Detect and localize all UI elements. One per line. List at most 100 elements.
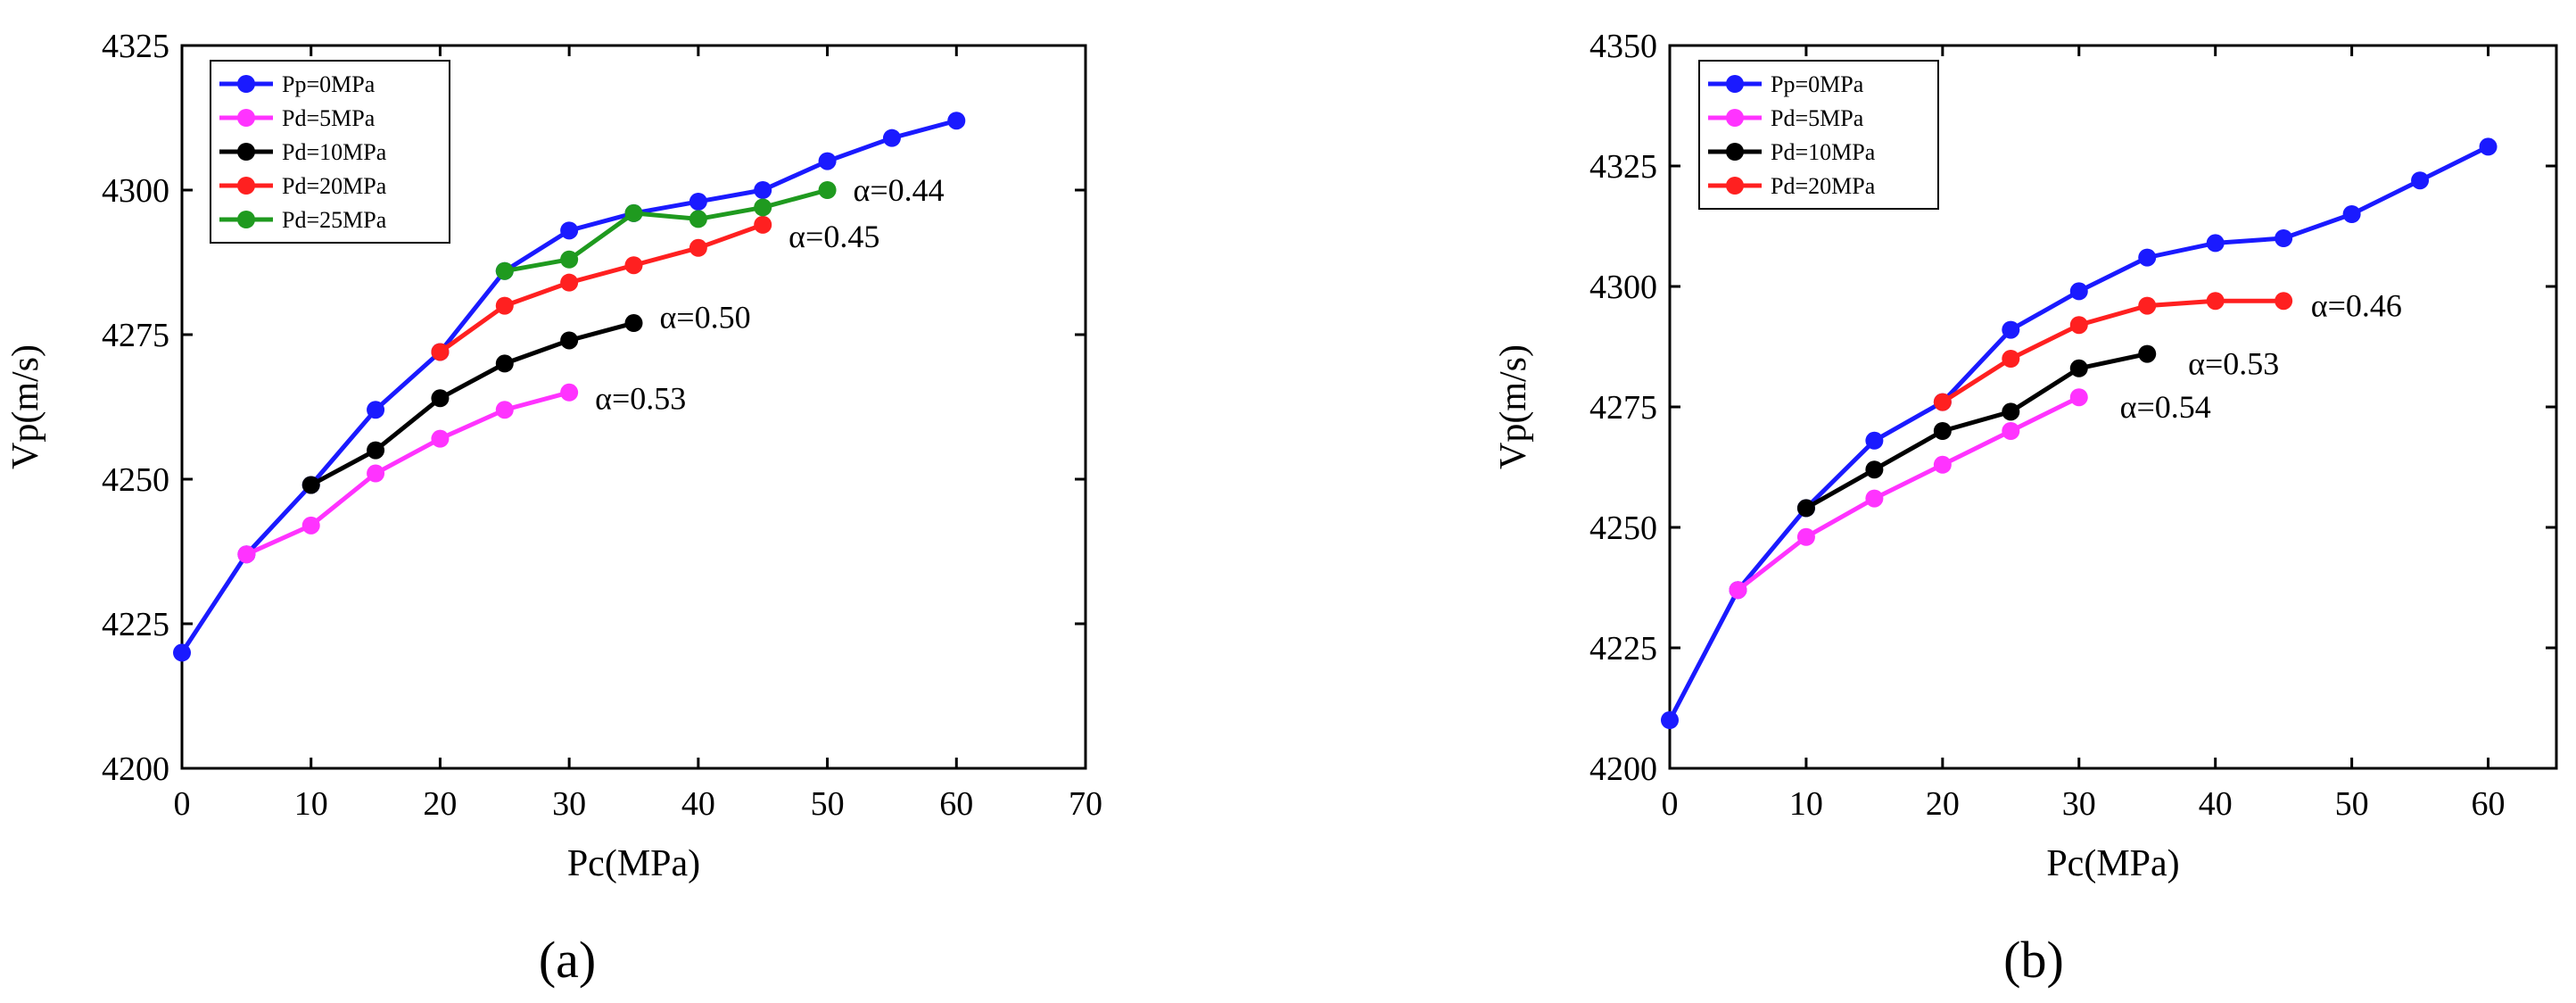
data-point	[560, 221, 579, 240]
x-tick-label: 50	[811, 785, 845, 823]
x-tick-label: 20	[1926, 785, 1960, 823]
data-point	[2002, 422, 2020, 440]
legend-marker	[1726, 75, 1744, 93]
legend-marker	[1726, 109, 1744, 127]
alpha-annotation: α=0.50	[659, 300, 750, 336]
data-point	[2275, 229, 2293, 247]
series-line	[245, 390, 570, 557]
x-tick-label: 70	[1069, 785, 1102, 823]
legend-marker	[237, 211, 255, 228]
x-tick-label: 50	[2335, 785, 2369, 823]
legend-label: Pd=10MPa	[282, 139, 387, 165]
data-point	[560, 331, 579, 350]
data-point	[367, 441, 385, 460]
y-tick-label: 4275	[1589, 389, 1657, 427]
y-tick-label: 4250	[1589, 510, 1657, 547]
alpha-annotation: α=0.45	[788, 219, 879, 254]
y-tick-label: 4200	[1589, 750, 1657, 788]
data-point	[301, 476, 320, 494]
x-tick-label: 30	[2062, 785, 2096, 823]
y-axis-title: Vp(m/s)	[5, 344, 46, 469]
legend-label: Pd=25MPa	[282, 207, 387, 233]
data-point	[2069, 282, 2088, 301]
plot-frame	[180, 44, 1087, 770]
data-point	[1865, 460, 1884, 479]
data-point	[754, 215, 772, 234]
data-point	[818, 181, 837, 199]
data-point	[1933, 455, 1952, 474]
chart-panel-b: 0 10 20 30 40 50 60 4200 4225 4250 4275 4300 4325 435…	[1493, 28, 2558, 989]
legend-label: Pd=10MPa	[1771, 139, 1876, 165]
data-point	[560, 273, 579, 292]
series-line	[1804, 352, 2148, 510]
x-tick-label: 30	[552, 785, 586, 823]
legend-marker	[237, 143, 255, 161]
y-tick-label: 4325	[1589, 148, 1657, 186]
alpha-annotation: α=0.44	[854, 172, 945, 208]
data-point	[624, 203, 643, 222]
data-point	[2411, 171, 2430, 190]
data-point	[2138, 344, 2157, 363]
data-point	[495, 401, 514, 419]
data-point	[2479, 137, 2498, 156]
legend-marker	[1726, 143, 1744, 161]
y-tick-label: 4350	[1589, 28, 1657, 65]
data-point	[431, 343, 450, 361]
x-axis-title: Pc(MPa)	[567, 843, 700, 884]
y-tick-label: 4325	[102, 28, 169, 65]
data-point	[689, 192, 707, 211]
data-point	[173, 643, 191, 662]
series-line	[1667, 145, 2489, 722]
data-point	[2002, 320, 2020, 339]
data-point	[1865, 431, 1884, 450]
x-tick-label: 10	[294, 785, 328, 823]
data-point	[2069, 316, 2088, 335]
data-point	[818, 152, 837, 170]
y-tick-label: 4250	[102, 461, 169, 499]
x-tick-label: 10	[1789, 785, 1823, 823]
alpha-annotation: α=0.53	[595, 380, 686, 416]
y-axis-title: Vp(m/s)	[1493, 344, 1534, 469]
data-point	[624, 314, 643, 333]
data-point	[431, 429, 450, 448]
alpha-annotation: α=0.53	[2188, 345, 2279, 381]
data-point	[431, 389, 450, 408]
data-point	[2138, 248, 2157, 267]
data-point	[2138, 296, 2157, 315]
data-point	[495, 261, 514, 280]
data-point	[1796, 499, 1815, 518]
data-point	[495, 296, 514, 315]
series-line	[438, 222, 764, 354]
data-point	[1933, 422, 1952, 440]
chart-panel-a: 0 10 20 30 40 50 60 70 4200 4225 4250 4275 4300 4325 P…	[5, 28, 1102, 989]
y-tick-label: 4275	[102, 317, 169, 354]
alpha-annotation: α=0.46	[2311, 288, 2402, 324]
data-point	[560, 383, 579, 402]
data-point	[2206, 292, 2225, 311]
data-point	[882, 128, 901, 147]
data-point	[2002, 350, 2020, 368]
data-point	[689, 238, 707, 257]
series-line	[310, 320, 635, 487]
data-point	[2342, 205, 2361, 223]
x-tick-label: 60	[939, 785, 973, 823]
data-point	[754, 198, 772, 217]
x-tick-label: 0	[174, 785, 191, 823]
legend-label: Pp=0MPa	[282, 71, 376, 97]
legend-label: Pd=5MPa	[1771, 105, 1864, 131]
series-line	[1736, 394, 2080, 593]
data-point	[2275, 292, 2293, 311]
data-point	[2002, 402, 2020, 421]
x-tick-label: 0	[1662, 785, 1679, 823]
data-point	[367, 464, 385, 483]
legend-label: Pp=0MPa	[1771, 71, 1864, 97]
data-point	[1933, 393, 1952, 411]
data-point	[689, 210, 707, 228]
data-point	[2069, 359, 2088, 377]
data-point	[1865, 489, 1884, 508]
y-tick-label: 4300	[1589, 269, 1657, 306]
data-point	[754, 181, 772, 199]
y-tick-label: 4200	[102, 750, 169, 788]
y-tick-label: 4225	[1589, 630, 1657, 667]
